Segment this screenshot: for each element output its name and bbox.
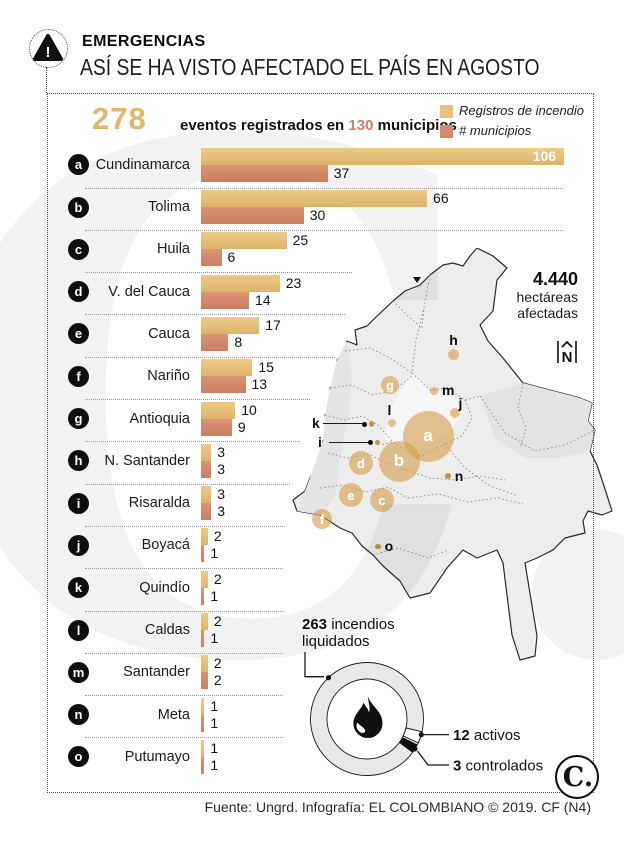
connector-line <box>46 67 47 93</box>
events-label: eventos registrados en 130 municipios <box>180 117 457 134</box>
donut-chart: 12 activos 3 controlados <box>288 612 558 802</box>
dot-activos <box>418 732 424 738</box>
map-label-l: l <box>387 401 392 418</box>
events-label-part1: eventos registrados en <box>180 117 345 134</box>
el-colombiano-logo: C. <box>555 755 599 799</box>
legend-swatch-1 <box>440 125 453 138</box>
region-pacific <box>297 341 352 515</box>
map-bubble-i <box>374 439 381 446</box>
leader-controlados <box>416 750 449 766</box>
leader-dot-i <box>367 440 373 445</box>
warning-icon: ! <box>29 29 68 68</box>
liquidados-text: incendios liquidados <box>302 616 395 650</box>
region-llanos <box>480 383 595 458</box>
map-bubble-c: c <box>370 488 394 512</box>
north-arrow-icon: N <box>554 338 580 371</box>
map-bubble-g: g <box>381 376 399 394</box>
dot-controlados <box>412 746 418 752</box>
map-bubble-h <box>448 349 460 361</box>
liquidados-value: 263 <box>302 616 328 633</box>
events-count: 278 <box>92 101 147 136</box>
map-label-n: n <box>454 467 464 484</box>
map-label-h: h <box>449 332 458 349</box>
source-credit: Fuente: Ungrd. Infografía: EL COLOMBIANO… <box>204 799 591 815</box>
activos-label: 12 activos <box>453 727 521 744</box>
warning-triangle-icon: ! <box>32 34 63 61</box>
map-label-i: i <box>318 433 322 450</box>
svg-text:N: N <box>562 349 573 366</box>
hectares-callout: 4.440 hectáreas afectadas <box>478 269 578 322</box>
legend-swatch-0 <box>440 105 453 118</box>
map-bubble-b: b <box>378 440 420 482</box>
controlados-label: 3 controlados <box>453 758 543 775</box>
map-bubble-e: e <box>339 483 363 507</box>
map-bubble-m <box>430 386 438 395</box>
map-label-j: j <box>458 395 463 412</box>
events-label-part2: municipios <box>377 117 457 134</box>
kicker: EMERGENCIAS <box>82 33 206 50</box>
map-bubble-f: f <box>312 509 332 529</box>
leader-line-k <box>323 423 365 425</box>
leader-line-i <box>329 441 371 443</box>
donut-liquidados-label: 263 incendios liquidados <box>302 616 402 650</box>
map-label-o: o <box>384 538 394 554</box>
map-label-m: m <box>442 382 455 399</box>
municipios-count: 130 <box>348 117 374 134</box>
legend-label-1: # municipios <box>459 123 532 138</box>
map-bubble-l <box>387 418 397 428</box>
map-label-k: k <box>312 415 320 431</box>
map-marker <box>413 277 421 283</box>
page-title: ASÍ SE HA VISTO AFECTADO EL PAÍS EN AGOS… <box>80 54 540 80</box>
svg-text:!: ! <box>45 44 50 61</box>
legend-label-0: Registros de incendio <box>459 103 585 118</box>
map-bubble-k <box>368 421 375 427</box>
flame-notch <box>356 722 366 733</box>
leader-dot-k <box>361 421 367 427</box>
map-bubble-o <box>375 543 381 550</box>
frame-border <box>47 93 594 793</box>
dot-liquidados <box>325 675 332 681</box>
leader-liquidados <box>304 652 324 678</box>
map-bubble-n <box>445 473 451 479</box>
hectares-label: hectáreas afectadas <box>516 289 578 321</box>
hectares-value: 4.440 <box>532 269 578 289</box>
map-bubble-d: d <box>349 451 373 475</box>
map-bubble-j <box>450 408 460 419</box>
